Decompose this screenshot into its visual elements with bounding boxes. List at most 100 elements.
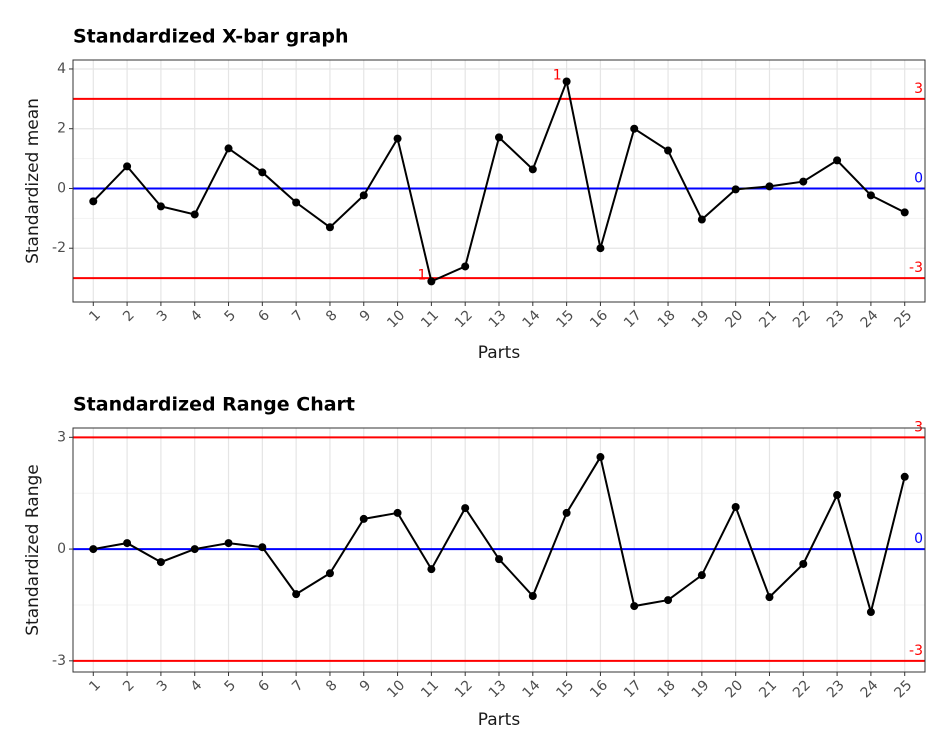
x-tick-label: 6 [255,307,273,325]
data-point [224,144,233,153]
data-point [89,197,98,206]
control-line-label: 0 [914,170,923,186]
data-point [325,223,334,232]
data-point [89,545,98,554]
x-tick-label: 18 [655,677,679,701]
x-tick-label: 10 [384,677,408,701]
data-point [156,202,165,211]
x-tick-label: 20 [722,307,746,331]
x-axis-title: Parts [478,710,521,730]
y-tick-label: 0 [57,541,66,557]
data-point [562,77,571,86]
data-point [190,210,199,219]
data-point [596,244,605,253]
x-tick-label: 7 [289,307,307,325]
data-point [900,208,909,217]
x-tick-label: 4 [188,677,206,695]
data-point [325,569,334,578]
x-tick-label: 20 [722,677,746,701]
chart-title: Standardized Range Chart [73,394,355,416]
data-point [495,133,503,142]
x-tick-label: 11 [418,677,442,701]
x-tick-label: 16 [587,307,611,331]
data-point [833,156,842,165]
data-point [461,262,470,271]
data-point [258,543,267,552]
x-tick-label: 2 [120,307,138,325]
data-point [765,182,774,191]
x-tick-label: 3 [154,307,172,325]
x-tick-label: 8 [323,307,341,325]
x-tick-label: 24 [858,307,882,331]
x-tick-label: 4 [188,307,206,325]
data-point [765,593,774,602]
data-point [833,491,842,500]
x-tick-label: 19 [689,307,713,331]
data-point [866,191,875,200]
data-point [190,545,199,554]
x-tick-label: 8 [323,677,341,695]
x-tick-label: 25 [891,677,915,701]
x-tick-label: 1 [86,677,104,695]
x-tick-label: 5 [222,307,240,325]
x-tick-label: 23 [824,307,848,331]
x-tick-label: 9 [357,677,375,695]
data-point [866,608,875,617]
x-tick-label: 18 [655,307,679,331]
x-tick-label: 14 [520,677,544,701]
data-point [359,191,368,200]
data-point [528,165,537,174]
y-tick-label: 0 [57,180,66,196]
data-point [156,558,165,567]
x-tick-label: 13 [486,677,510,701]
data-point [292,590,301,599]
x-tick-label: 16 [587,677,611,701]
data-point [359,514,368,523]
plot-border [72,427,926,673]
y-axis-title: Standardized Range [23,464,43,636]
x-tick-label: 2 [120,677,138,695]
x-tick-label: 7 [289,677,307,695]
control-line-label: -3 [909,260,923,276]
data-point [393,134,402,143]
data-point [528,592,537,601]
control-line-label: 0 [914,531,923,547]
x-tick-label: 5 [222,677,240,695]
data-point [393,508,402,517]
data-point [799,177,808,186]
x-tick-label: 10 [384,307,408,331]
x-tick-label: 17 [621,677,645,701]
data-point [799,559,808,568]
x-tick-label: 24 [858,677,882,701]
y-tick-label: 2 [57,121,66,137]
rule-annotation: 1 [553,68,562,84]
x-tick-label: 9 [357,307,375,325]
data-point [292,198,301,207]
x-tick-label: 22 [790,307,814,331]
x-tick-label: 13 [486,307,510,331]
x-tick-label: 12 [452,307,476,331]
chart-title: Standardized X-bar graph [73,26,349,48]
data-point [562,508,571,517]
x-tick-label: 19 [689,677,713,701]
data-point [664,146,673,155]
data-point [697,215,706,224]
data-point [427,277,436,286]
data-point [731,502,740,511]
data-point [900,472,909,481]
data-point [731,185,740,194]
data-point [664,596,673,605]
x-tick-label: 14 [520,307,544,331]
x-tick-label: 21 [756,677,780,701]
data-point [630,124,639,133]
data-point [630,602,639,611]
x-tick-label: 1 [86,307,104,325]
y-axis-title: Standardized mean [23,98,43,264]
x-tick-label: 23 [824,677,848,701]
x-tick-label: 15 [553,307,577,331]
x-tick-label: 12 [452,677,476,701]
x-tick-label: 15 [553,677,577,701]
